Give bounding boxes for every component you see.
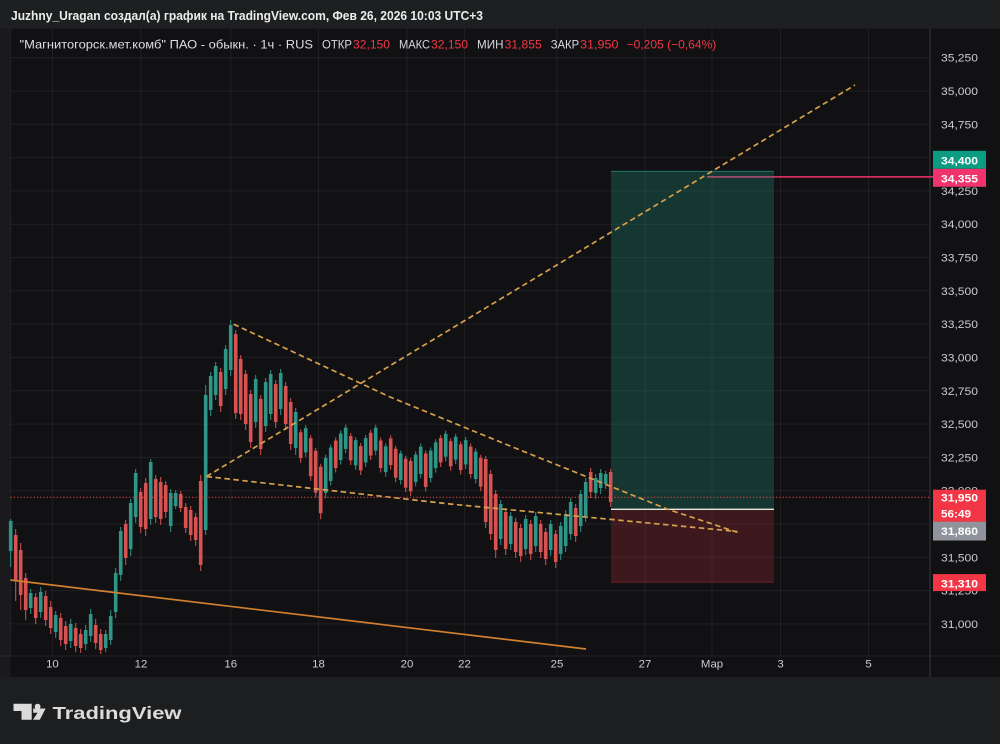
svg-text:33,500: 33,500 bbox=[941, 286, 978, 298]
svg-text:31,310: 31,310 bbox=[941, 578, 978, 590]
svg-text:34,355: 34,355 bbox=[941, 174, 978, 186]
svg-text:TradingView: TradingView bbox=[53, 703, 182, 723]
svg-text:35,250: 35,250 bbox=[941, 53, 978, 65]
svg-text:33,750: 33,750 bbox=[941, 253, 978, 265]
svg-text:32,150: 32,150 bbox=[353, 38, 390, 52]
svg-text:ЗАКР: ЗАКР bbox=[551, 38, 580, 52]
svg-text:Мар: Мар bbox=[701, 659, 723, 671]
svg-text:22: 22 bbox=[458, 659, 471, 671]
svg-text:56:49: 56:49 bbox=[941, 508, 971, 520]
svg-text:33,250: 33,250 bbox=[941, 319, 978, 331]
svg-text:32,250: 32,250 bbox=[941, 452, 978, 464]
svg-text:20: 20 bbox=[401, 659, 414, 671]
svg-text:31,950: 31,950 bbox=[580, 38, 619, 52]
svg-text:МИН: МИН bbox=[477, 38, 504, 52]
svg-text:27: 27 bbox=[639, 659, 652, 671]
svg-text:25: 25 bbox=[551, 659, 564, 671]
svg-text:10: 10 bbox=[46, 659, 59, 671]
svg-text:32,750: 32,750 bbox=[941, 386, 978, 398]
svg-text:Juzhny_Uragan создал(а) график: Juzhny_Uragan создал(а) график на Tradin… bbox=[11, 8, 483, 23]
svg-text:32,500: 32,500 bbox=[941, 419, 978, 431]
svg-text:31,950: 31,950 bbox=[941, 493, 978, 505]
svg-text:"Магнитогорск.мет.комб" ПАО -: "Магнитогорск.мет.комб" ПАО - обыкн. · 1… bbox=[20, 38, 314, 52]
svg-text:33,000: 33,000 bbox=[941, 352, 978, 364]
svg-text:16: 16 bbox=[224, 659, 237, 671]
svg-text:34,750: 34,750 bbox=[941, 119, 978, 131]
svg-text:31,855: 31,855 bbox=[505, 38, 542, 52]
svg-text:34,400: 34,400 bbox=[941, 156, 978, 168]
svg-text:12: 12 bbox=[135, 659, 148, 671]
svg-text:35,000: 35,000 bbox=[941, 86, 978, 98]
svg-text:18: 18 bbox=[312, 659, 325, 671]
svg-text:32,150: 32,150 bbox=[431, 38, 468, 52]
svg-text:34,250: 34,250 bbox=[941, 186, 978, 198]
svg-text:−0,205 (−0,64%): −0,205 (−0,64%) bbox=[627, 38, 717, 52]
svg-text:34,000: 34,000 bbox=[941, 219, 978, 231]
svg-text:31,500: 31,500 bbox=[941, 552, 978, 564]
svg-text:ОТКР: ОТКР bbox=[322, 38, 352, 52]
svg-text:31,000: 31,000 bbox=[941, 619, 978, 631]
svg-text:3: 3 bbox=[777, 659, 783, 671]
svg-text:31,860: 31,860 bbox=[941, 526, 978, 538]
svg-text:МАКС: МАКС bbox=[399, 38, 430, 52]
svg-text:5: 5 bbox=[865, 659, 871, 671]
